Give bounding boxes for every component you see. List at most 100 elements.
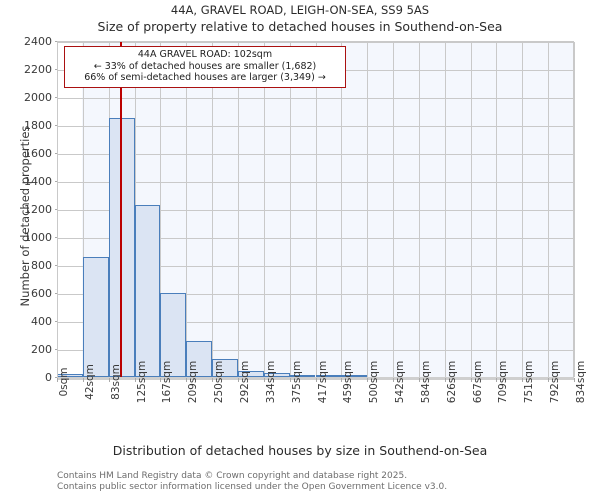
y-axis-label: Number of detached properties	[18, 125, 32, 307]
x-axis-tick-mark	[263, 378, 265, 382]
y-axis-tick-label: 200	[31, 343, 52, 356]
plot-area	[57, 41, 575, 379]
gridline-vertical	[444, 42, 446, 377]
chart-subtitle: Size of property relative to detached ho…	[97, 19, 503, 34]
x-axis-tick-label: 167sqm	[161, 360, 174, 404]
y-axis-tick-label: 1400	[24, 175, 52, 188]
x-axis-tick-mark	[367, 378, 369, 382]
x-axis-tick-mark	[444, 378, 446, 382]
gridline-horizontal	[57, 266, 573, 267]
x-axis-tick-mark	[289, 378, 291, 382]
x-axis-tick-label: 626sqm	[445, 360, 458, 404]
gridline-vertical	[393, 42, 395, 377]
histogram-bar	[289, 375, 316, 377]
gridline-vertical	[496, 42, 498, 377]
y-axis-tick-label: 2400	[24, 35, 52, 48]
histogram-bar	[263, 372, 290, 377]
histogram-bar	[315, 375, 342, 377]
footer-line-1: Contains HM Land Registry data © Crown c…	[57, 471, 408, 481]
annotation-line-3: 66% of semi-detached houses are larger (…	[84, 72, 326, 83]
chart-title-block: 44A, GRAVEL ROAD, LEIGH-ON-SEA, SS9 5AS …	[0, 2, 600, 36]
y-axis-tick-label: 2000	[24, 91, 52, 104]
x-axis-tick-label: 709sqm	[497, 360, 510, 404]
x-axis-tick-mark	[237, 378, 239, 382]
x-axis-tick-mark	[134, 378, 136, 382]
x-axis-tick-mark	[212, 378, 214, 382]
x-axis-tick-label: 417sqm	[316, 360, 329, 404]
x-axis-tick-mark	[574, 378, 575, 382]
gridline-horizontal	[57, 154, 573, 155]
x-axis-tick-mark	[418, 378, 420, 382]
gridline-vertical	[186, 42, 188, 377]
x-axis-tick-mark	[470, 378, 472, 382]
x-axis-tick-mark	[522, 378, 524, 382]
gridline-vertical	[212, 42, 214, 377]
y-axis-tick-label: 2200	[24, 63, 52, 76]
x-axis-tick-mark	[496, 378, 498, 382]
histogram-bar	[341, 375, 368, 377]
x-axis-tick-label: 334sqm	[264, 360, 277, 404]
x-axis-tick-label: 751sqm	[523, 360, 536, 404]
x-axis-tick-label: 209sqm	[187, 360, 200, 404]
gridline-horizontal	[57, 210, 573, 211]
y-axis-tick-label: 1800	[24, 119, 52, 132]
gridline-vertical	[548, 42, 550, 377]
y-axis-tick-label: 1600	[24, 147, 52, 160]
histogram-bar	[212, 358, 238, 377]
gridline-vertical	[289, 42, 291, 377]
x-axis-tick-mark	[108, 378, 110, 382]
x-axis-tick-mark	[548, 378, 550, 382]
x-axis-tick-label: 792sqm	[549, 360, 562, 404]
gridline-horizontal	[57, 294, 573, 295]
y-axis-tick-label: 1000	[24, 231, 52, 244]
x-axis-tick-label: 500sqm	[368, 360, 381, 404]
gridline-horizontal	[57, 126, 573, 127]
footer-attribution: Contains HM Land Registry data © Crown c…	[57, 471, 577, 493]
gridline-vertical	[470, 42, 472, 377]
x-axis-tick-mark	[82, 378, 84, 382]
footer-line-2: Contains public sector information licen…	[57, 482, 448, 492]
x-axis-tick-mark	[186, 378, 188, 382]
annotation-line-2: ← 33% of detached houses are smaller (1,…	[93, 60, 317, 72]
histogram-bar	[160, 293, 187, 377]
y-axis-tick-label: 400	[31, 315, 52, 328]
histogram-bar	[186, 340, 213, 377]
y-axis-tick-label: 1200	[24, 203, 52, 216]
gridline-vertical	[367, 42, 369, 377]
y-axis-tick-label: 0	[45, 371, 52, 384]
histogram-bar	[237, 370, 264, 377]
x-axis-tick-label: 375sqm	[290, 360, 303, 404]
gridline-vertical	[418, 42, 420, 377]
histogram-bar	[134, 204, 161, 377]
gridline-horizontal	[57, 322, 573, 323]
gridline-vertical	[341, 42, 343, 377]
gridline-vertical	[522, 42, 524, 377]
x-axis-tick-mark	[57, 378, 58, 382]
gridline-horizontal	[57, 42, 573, 43]
y-axis-tick-label: 800	[31, 259, 52, 272]
y-axis-tick-label: 600	[31, 287, 52, 300]
x-axis-tick-label: 542sqm	[394, 360, 407, 404]
x-axis-tick-label: 667sqm	[471, 360, 484, 404]
x-axis-tick-label: 584sqm	[419, 360, 432, 404]
gridline-vertical	[315, 42, 317, 377]
x-axis-tick-label: 125sqm	[135, 360, 148, 404]
annotation-line-1: 44A GRAVEL ROAD: 102sqm	[137, 49, 273, 60]
x-axis-tick-label: 292sqm	[238, 360, 251, 404]
x-axis-tick-mark	[315, 378, 317, 382]
x-axis-tick-label: 834sqm	[575, 360, 587, 404]
x-axis-tick-label: 250sqm	[213, 360, 226, 404]
x-axis-tick-mark	[160, 378, 162, 382]
gridline-vertical	[237, 42, 239, 377]
gridline-horizontal	[57, 182, 573, 183]
annotation-box: 44A GRAVEL ROAD: 102sqm ← 33% of detache…	[64, 46, 346, 88]
property-size-marker-line	[120, 42, 123, 377]
gridline-horizontal	[57, 238, 573, 239]
x-axis-tick-label: 0sqm	[58, 367, 70, 397]
x-axis-tick-mark	[341, 378, 343, 382]
page-title: 44A, GRAVEL ROAD, LEIGH-ON-SEA, SS9 5AS	[170, 3, 430, 17]
histogram-bar	[82, 256, 109, 377]
axis-left-spine	[57, 41, 58, 378]
x-axis-tick-mark	[393, 378, 395, 382]
gridline-vertical	[263, 42, 265, 377]
